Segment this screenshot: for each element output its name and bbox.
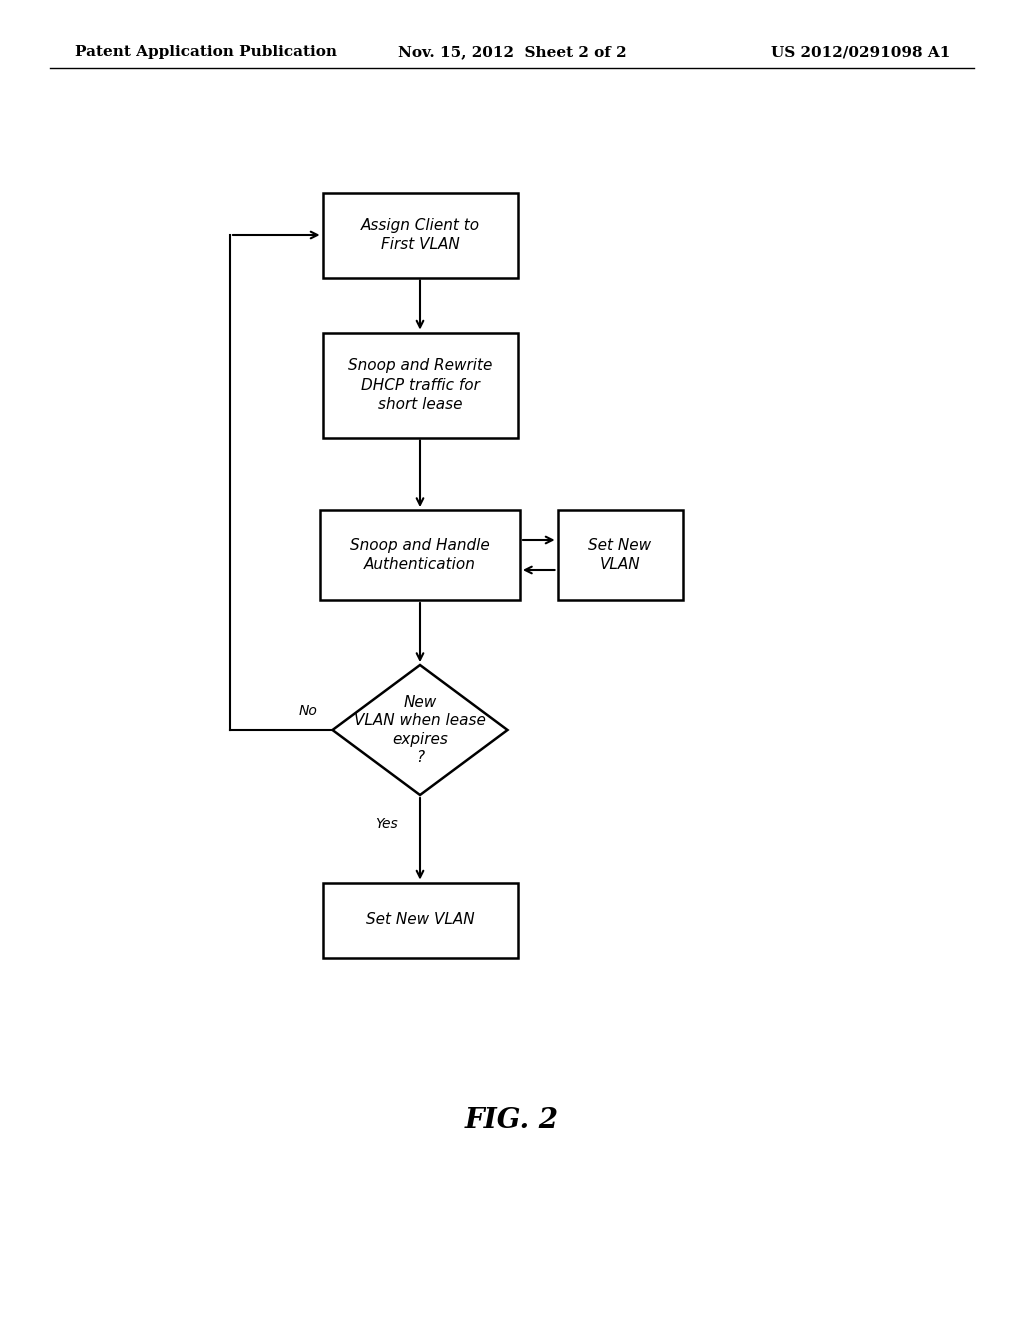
Bar [323, 333, 517, 437]
Text: Yes: Yes [375, 817, 397, 832]
Bar [323, 193, 517, 277]
Text: New
VLAN when lease
expires
?: New VLAN when lease expires ? [354, 694, 486, 766]
Text: Set New
VLAN: Set New VLAN [589, 537, 651, 573]
Bar [319, 510, 520, 601]
Text: Snoop and Handle
Authentication: Snoop and Handle Authentication [350, 537, 489, 573]
Text: Snoop and Rewrite
DHCP traffic for
short lease: Snoop and Rewrite DHCP traffic for short… [348, 358, 493, 412]
Bar [323, 883, 517, 957]
Text: FIG. 2: FIG. 2 [465, 1106, 559, 1134]
Bar [557, 510, 683, 601]
Text: No: No [299, 704, 317, 718]
Text: Assign Client to
First VLAN: Assign Client to First VLAN [360, 218, 479, 252]
Text: Nov. 15, 2012  Sheet 2 of 2: Nov. 15, 2012 Sheet 2 of 2 [397, 45, 627, 59]
Text: Set New VLAN: Set New VLAN [366, 912, 474, 928]
Polygon shape [333, 665, 508, 795]
Text: US 2012/0291098 A1: US 2012/0291098 A1 [771, 45, 950, 59]
Text: Patent Application Publication: Patent Application Publication [75, 45, 337, 59]
